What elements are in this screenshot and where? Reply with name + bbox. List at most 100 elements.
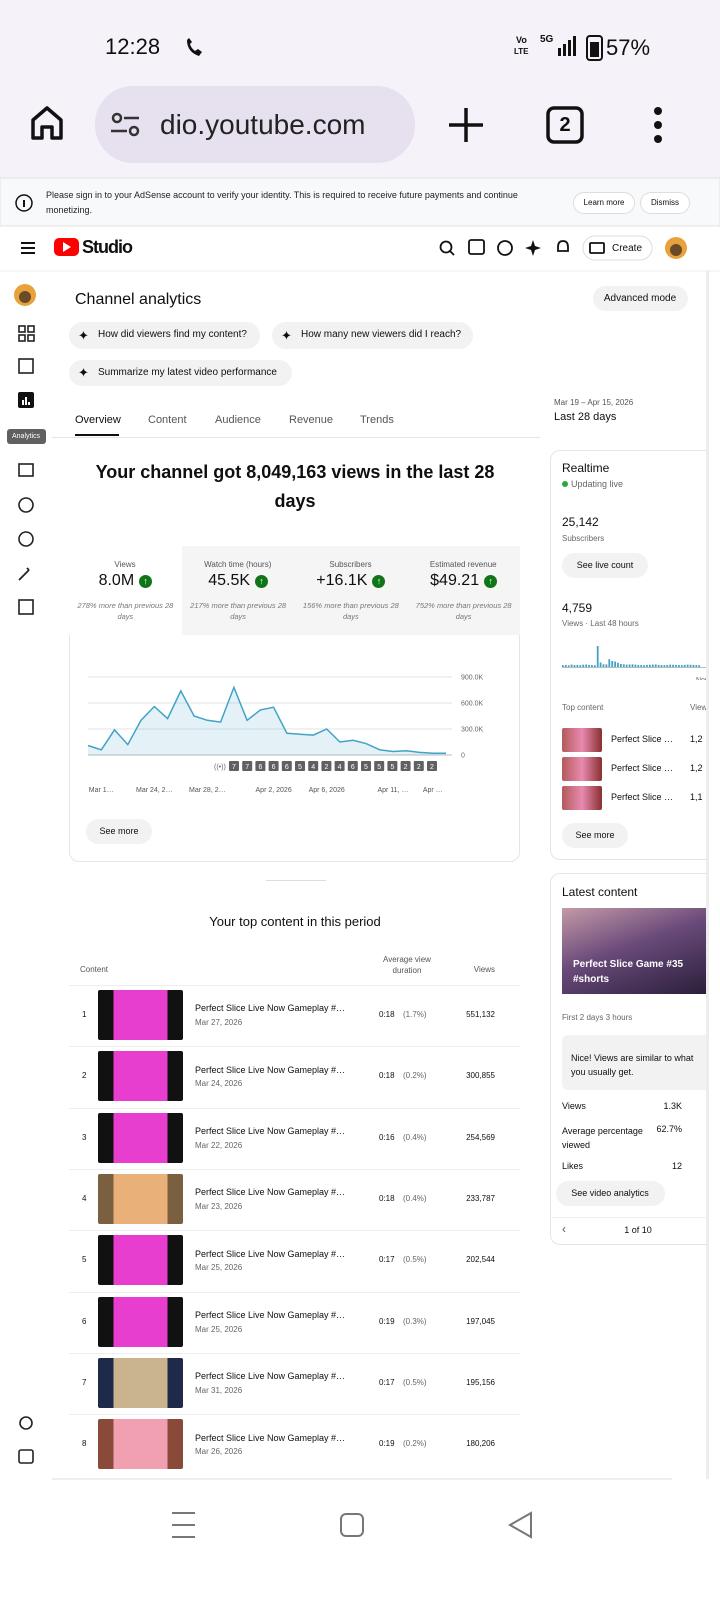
- live-count-button[interactable]: [562, 553, 648, 578]
- bar: [599, 662, 602, 667]
- avg-duration: 0:19: [379, 1316, 395, 1326]
- url[interactable]: dio.youtube.com: [160, 108, 366, 140]
- thumbnail[interactable]: [562, 786, 602, 810]
- thumbnail[interactable]: [98, 1173, 183, 1224]
- tab-count[interactable]: 2: [559, 113, 571, 136]
- item-title[interactable]: Perfect Slice …: [611, 792, 674, 803]
- stat-value: 1.3K: [663, 1101, 682, 1112]
- thumbnail[interactable]: [98, 1419, 183, 1470]
- rank: 2: [82, 1071, 87, 1081]
- tab[interactable]: Content: [148, 414, 187, 427]
- row-divider: [69, 1291, 520, 1293]
- avg-share: (0.4%): [403, 1132, 427, 1142]
- section-divider: [266, 880, 326, 881]
- upload-marker: [281, 761, 292, 771]
- learn-more[interactable]: Learn more: [583, 198, 625, 208]
- prompt-chip[interactable]: [69, 360, 292, 386]
- thumbnail[interactable]: [562, 728, 602, 752]
- dismiss[interactable]: Dismiss: [651, 198, 679, 208]
- advanced-mode-button[interactable]: [593, 286, 688, 311]
- see-more-button[interactable]: [562, 823, 628, 848]
- metric-tile[interactable]: [181, 546, 295, 635]
- upload-count: 7: [245, 764, 249, 771]
- upload-count: 4: [311, 764, 315, 771]
- stat-label: Views: [562, 1101, 586, 1112]
- prompt[interactable]: How did viewers find my content?: [98, 329, 247, 341]
- video-title[interactable]: Perfect Slice Live Now Gameplay #…: [195, 1371, 346, 1382]
- prompt[interactable]: How many new viewers did I reach?: [301, 329, 462, 341]
- see-more-button[interactable]: [86, 819, 152, 844]
- item-views: 1,1: [690, 792, 703, 803]
- bar: [678, 665, 680, 667]
- tab[interactable]: Overview: [75, 414, 121, 427]
- create[interactable]: Create: [612, 242, 643, 254]
- axis-end: Now: [696, 677, 706, 680]
- card-divider: [550, 1217, 706, 1218]
- period[interactable]: Last 28 days: [554, 411, 617, 424]
- tab[interactable]: Audience: [215, 414, 261, 427]
- upload-count: 5: [364, 764, 368, 771]
- thumbnail[interactable]: [98, 1112, 183, 1163]
- x-tick-label: Apr 11, …: [377, 787, 408, 794]
- thumbnail[interactable]: [98, 990, 183, 1040]
- prompt[interactable]: Summarize my latest video performance: [98, 366, 277, 378]
- line: [87, 685, 446, 755]
- section-title: Your top content in this period: [209, 913, 381, 929]
- thumbnail[interactable]: [98, 1357, 183, 1408]
- upload-marker: [427, 761, 437, 771]
- x-tick-label: Mar 28, 2…: [189, 787, 226, 794]
- metric-tile[interactable]: [294, 546, 408, 635]
- bar: [649, 664, 651, 667]
- video-title[interactable]: Perfect Slice Live Now Gameplay #…: [195, 1126, 346, 1137]
- video-title[interactable]: Perfect Slice Live Now Gameplay #…: [195, 1432, 346, 1443]
- live-dot: [562, 481, 568, 487]
- analytics-button[interactable]: [556, 1181, 665, 1206]
- metric-tile[interactable]: [69, 546, 182, 635]
- insight: Nice! Views are similar to what you usua…: [571, 1053, 694, 1077]
- bar: [579, 665, 582, 667]
- upload-marker: [334, 761, 345, 771]
- prompt-chip[interactable]: [272, 322, 473, 349]
- dismiss-button[interactable]: [640, 192, 690, 214]
- learn-more-button[interactable]: [573, 192, 635, 214]
- time-window: First 2 days 3 hours: [562, 1013, 633, 1023]
- live-count[interactable]: See live count: [576, 560, 634, 571]
- realtime-card: [550, 450, 706, 860]
- thumbnail[interactable]: [98, 1051, 183, 1102]
- upload-count: 2: [417, 764, 421, 771]
- upload-count: 7: [232, 764, 236, 771]
- tab[interactable]: Trends: [360, 414, 394, 427]
- thumbnail[interactable]: [98, 1235, 183, 1286]
- column-header: Views: [473, 965, 495, 975]
- sparkle: ✦: [78, 327, 89, 343]
- video-title[interactable]: Perfect Slice Live Now Gameplay #…: [195, 1309, 346, 1320]
- row-divider: [69, 1414, 520, 1416]
- upload-count: 5: [298, 764, 302, 771]
- see-more[interactable]: See more: [575, 830, 615, 841]
- prev-arrow[interactable]: ‹: [562, 1222, 566, 1236]
- tab-underline: [75, 434, 119, 436]
- thumbnail[interactable]: [98, 1296, 183, 1347]
- x-tick-label: Apr 6, 2026: [309, 787, 345, 794]
- logo[interactable]: Studio: [82, 236, 133, 257]
- advanced-mode[interactable]: Advanced mode: [603, 292, 677, 304]
- item-title[interactable]: Perfect Slice …: [611, 734, 674, 745]
- thumbnail[interactable]: [562, 757, 602, 781]
- views-header: Views: [690, 703, 706, 713]
- avg-duration: 0:17: [379, 1255, 395, 1265]
- upload-marker: [387, 761, 398, 771]
- item-title[interactable]: Perfect Slice …: [611, 763, 674, 774]
- insight-box: [562, 1035, 706, 1090]
- prompt-chip[interactable]: [69, 322, 260, 349]
- tab[interactable]: Revenue: [289, 414, 334, 427]
- analytics-link[interactable]: See video analytics: [571, 1188, 649, 1199]
- video-title[interactable]: Perfect Slice Live Now Gameplay #…: [195, 1248, 346, 1259]
- avg-share: (1.7%): [403, 1010, 427, 1020]
- see-more[interactable]: See more: [99, 826, 139, 837]
- video-title[interactable]: Perfect Slice Live Now Gameplay #…: [195, 1187, 346, 1198]
- video-title[interactable]: Perfect Slice Live Now Gameplay #…: [195, 1064, 346, 1075]
- video-title[interactable]: Perfect Slice Live Now Gameplay #…: [195, 1003, 346, 1014]
- metric-tile[interactable]: [407, 546, 520, 635]
- video-thumbnail[interactable]: [562, 908, 706, 994]
- upload-count: 4: [338, 764, 342, 771]
